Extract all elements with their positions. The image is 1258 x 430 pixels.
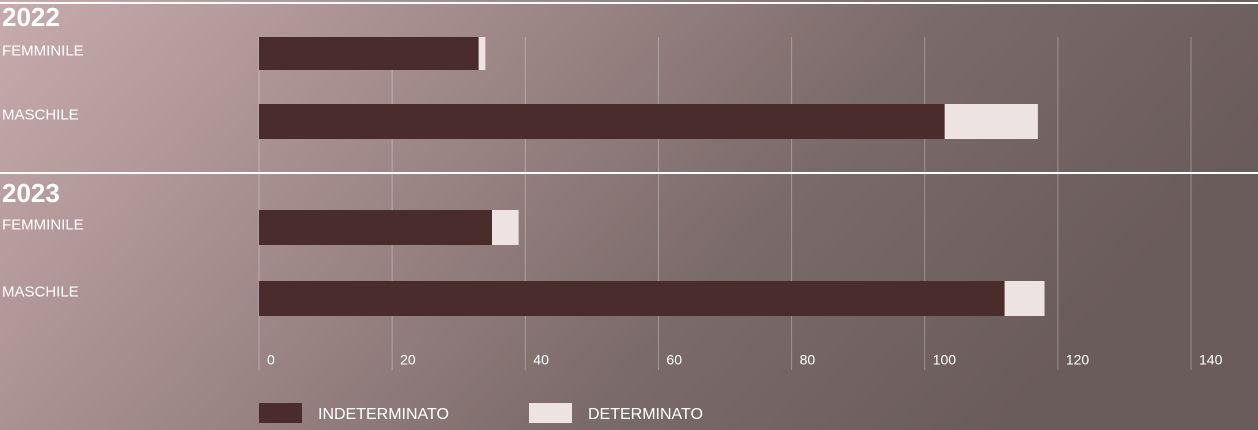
panel-title: 2023 [2,178,60,208]
bar-segment [1004,281,1045,316]
legend-label: INDETERMINATO [318,406,449,423]
category-label: MASCHILE [2,106,79,123]
panel-title: 2022 [2,2,60,32]
legend-swatch [259,403,302,423]
x-tick-label: 120 [1066,352,1090,368]
x-tick-label: 100 [933,352,957,368]
bar-segment [259,104,945,139]
bar-segment [259,210,492,245]
bar-segment [478,37,486,70]
x-tick-label: 0 [267,352,275,368]
x-tick-label: 20 [400,352,416,368]
x-tick-label: 40 [533,352,549,368]
category-label: FEMMINILE [2,216,84,233]
legend-swatch [529,403,572,423]
x-tick-label: 60 [666,352,682,368]
bar-segment [944,104,1038,139]
category-label: MASCHILE [2,283,79,300]
x-tick-label: 80 [800,352,816,368]
bar-segment [259,37,479,70]
category-label: FEMMINILE [2,42,84,59]
bar-segment [492,210,519,245]
x-tick-label: 140 [1199,352,1223,368]
bar-segment [259,281,1005,316]
legend-label: DETERMINATO [588,406,703,423]
